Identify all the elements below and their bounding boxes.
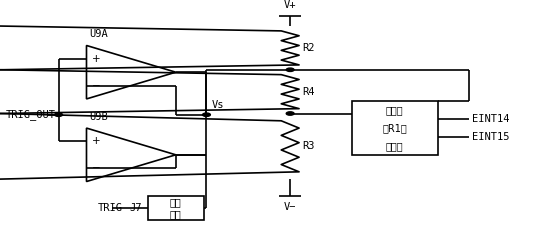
Circle shape [203, 113, 210, 116]
Text: R2: R2 [302, 43, 315, 53]
Text: R4: R4 [302, 87, 315, 97]
Text: EINT15: EINT15 [472, 132, 509, 142]
Circle shape [286, 112, 294, 115]
Text: U9B: U9B [89, 112, 108, 122]
Text: TRIG: TRIG [98, 203, 123, 213]
Text: U9A: U9A [89, 29, 108, 39]
Text: V+: V+ [284, 0, 296, 10]
Circle shape [286, 68, 294, 72]
Text: J7: J7 [130, 203, 142, 213]
Text: 放大: 放大 [170, 209, 182, 219]
Bar [352, 101, 438, 155]
Text: Vs: Vs [212, 100, 224, 110]
Text: TRIG_OUT: TRIG_OUT [6, 109, 56, 120]
Text: −: − [92, 81, 101, 90]
Bar [148, 196, 204, 220]
Text: 阻R1选: 阻R1选 [382, 123, 407, 133]
Text: 调压电: 调压电 [386, 105, 403, 115]
Text: +: + [92, 136, 101, 146]
Text: EINT14: EINT14 [472, 114, 509, 124]
Text: V−: V− [284, 202, 296, 212]
Text: +: + [92, 54, 101, 64]
Text: 滤波: 滤波 [170, 197, 182, 207]
Text: R3: R3 [302, 141, 315, 151]
Text: −: − [92, 163, 101, 173]
Text: 择电路: 择电路 [386, 141, 403, 151]
Circle shape [55, 113, 62, 116]
